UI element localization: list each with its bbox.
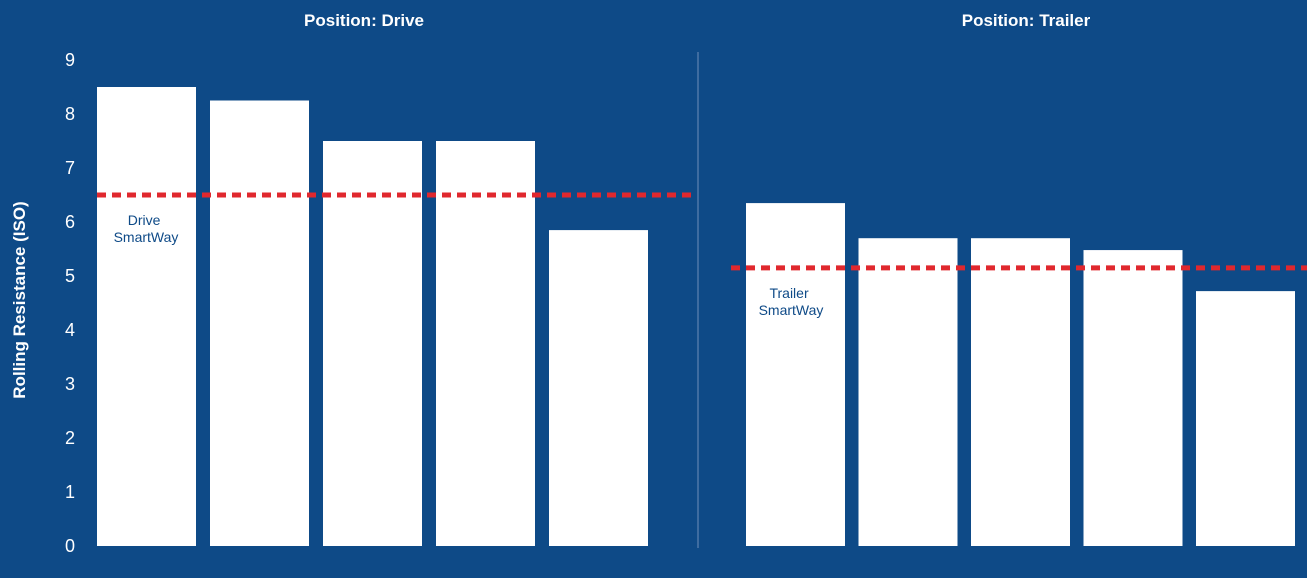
bar-drive-3 [323, 141, 422, 546]
bar-drive-4 [436, 141, 535, 546]
panel-trailer: Position: Trailer Trailer SmartWay [731, 11, 1307, 546]
y-tick-label: 1 [65, 482, 75, 502]
panel-title-drive: Position: Drive [304, 11, 424, 30]
y-tick-label: 6 [65, 212, 75, 232]
bar-trailer-2 [858, 238, 958, 546]
bar-trailer-4 [1083, 250, 1183, 546]
bar-drive-1 [97, 87, 196, 546]
y-tick-label: 2 [65, 428, 75, 448]
bar-trailer-5 [1196, 291, 1295, 546]
bar-trailer-1 [746, 203, 845, 546]
y-axis-label: Rolling Resistance (ISO) [10, 201, 29, 398]
bar-trailer-3 [971, 238, 1070, 546]
y-tick-label: 4 [65, 320, 75, 340]
panel-title-trailer: Position: Trailer [962, 11, 1091, 30]
bar-drive-5 [549, 230, 648, 546]
y-tick-label: 5 [65, 266, 75, 286]
reference-label-drive-line-2: SmartWay [114, 229, 179, 245]
reference-label-drive: Drive SmartWay [114, 212, 179, 245]
y-tick-label: 8 [65, 104, 75, 124]
y-axis-ticks: 0 1 2 3 4 5 6 7 8 9 [65, 50, 75, 556]
bar-drive-2 [210, 100, 309, 546]
reference-label-drive-line-1: Drive [128, 212, 161, 228]
y-tick-label: 3 [65, 374, 75, 394]
y-tick-label: 9 [65, 50, 75, 70]
y-tick-label: 7 [65, 158, 75, 178]
y-tick-label: 0 [65, 536, 75, 556]
bars-drive [97, 87, 648, 546]
reference-label-trailer: Trailer SmartWay [759, 285, 824, 318]
panel-drive: Position: Drive Drive SmartWay [97, 11, 697, 546]
reference-label-trailer-line-2: SmartWay [759, 302, 824, 318]
bars-trailer [746, 203, 1295, 546]
reference-label-trailer-line-1: Trailer [769, 285, 808, 301]
